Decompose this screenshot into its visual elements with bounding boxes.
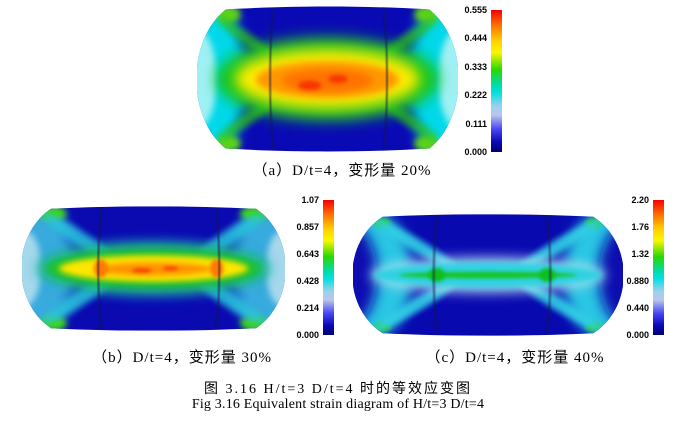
colorbar-tick-label: 1.76 [631, 222, 649, 232]
colorbar-tick-label: 1.32 [631, 249, 649, 259]
colorbar-tick-label: 0.000 [626, 330, 649, 340]
colorbar-gradient-strip [491, 10, 502, 152]
strain-field-c [353, 214, 623, 336]
figure-caption-chinese: 图 3.16 H/t=3 D/t=4 时的等效应变图 [203, 382, 473, 397]
colorbar-tick-label: 0.857 [296, 222, 319, 232]
colorbar-gradient-strip [323, 200, 334, 335]
colorbar-tick-label: 0.643 [296, 249, 319, 259]
contour-plot-c [353, 214, 623, 336]
colorbar-tick-label: 0.333 [464, 61, 487, 72]
figure-caption-english: Fig 3.16 Equivalent strain diagram of H/… [191, 397, 485, 412]
colorbar-c-labels: 2.20 1.76 1.32 0.880 0.440 0.000 [613, 195, 649, 340]
die-contact-lines-a [269, 8, 389, 150]
colorbar-tick-label: 0.111 [465, 118, 487, 129]
strain-field-b [22, 206, 285, 331]
colorbar-tick-label: 0.222 [464, 90, 487, 101]
strain-field-a [197, 6, 458, 152]
subfigure-c-caption: （c）D/t=4，变形量 40% [425, 350, 605, 366]
colorbar-tick-label: 0.000 [464, 147, 487, 157]
colorbar-tick-label: 0.880 [626, 276, 649, 286]
subfigure-b-caption: （b）D/t=4，变形量 30% [92, 350, 272, 366]
colorbar-tick-label: 0.000 [296, 330, 319, 340]
colorbar-tick-label: 0.555 [464, 5, 487, 15]
colorbar-tick-label: 0.428 [296, 276, 319, 286]
colorbar-gradient-strip [653, 200, 664, 335]
die-contact-lines-b [97, 207, 221, 330]
colorbar-b: 1.07 0.857 0.643 0.428 0.214 0.000 [283, 195, 334, 340]
subfigure-a-caption: （a）D/t=4，变形量 20% [252, 163, 432, 179]
colorbar-a: 0.555 0.444 0.333 0.222 0.111 0.000 [451, 5, 502, 157]
colorbar-tick-label: 0.444 [464, 33, 487, 44]
colorbar-tick-label: 0.214 [296, 303, 319, 313]
colorbar-tick-label: 1.07 [301, 195, 319, 205]
colorbar-a-labels: 0.555 0.444 0.333 0.222 0.111 0.000 [451, 5, 487, 157]
colorbar-tick-label: 0.440 [626, 303, 649, 313]
contour-plot-b [22, 206, 285, 331]
colorbar-tick-label: 2.20 [631, 195, 649, 205]
contour-plot-a [197, 6, 458, 152]
colorbar-b-labels: 1.07 0.857 0.643 0.428 0.214 0.000 [283, 195, 319, 340]
die-contact-lines-c [432, 215, 552, 335]
colorbar-c: 2.20 1.76 1.32 0.880 0.440 0.000 [613, 195, 664, 340]
